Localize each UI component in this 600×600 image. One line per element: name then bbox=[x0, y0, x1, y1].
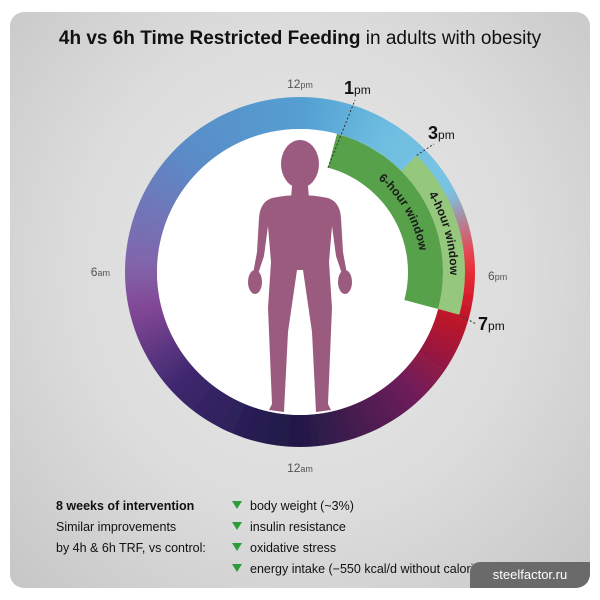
effect-item: insulin resistance bbox=[232, 517, 590, 538]
label-6am: 6am bbox=[91, 265, 110, 279]
effects-list: body weight (~3%) insulin resistance oxi… bbox=[232, 496, 590, 580]
intervention-summary: 8 weeks of intervention Similar improvem… bbox=[56, 496, 256, 559]
infographic-card: 4h vs 6h Time Restricted Feeding in adul… bbox=[10, 12, 590, 588]
marker-line bbox=[416, 143, 435, 156]
marker-1pm: 1pm bbox=[344, 78, 371, 98]
title-rest: in adults with obesity bbox=[360, 28, 542, 49]
label-6pm: 6pm bbox=[488, 269, 507, 283]
summary-line-1: Similar improvements bbox=[56, 520, 177, 534]
page-title: 4h vs 6h Time Restricted Feeding in adul… bbox=[10, 28, 590, 50]
marker-3pm: 3pm bbox=[428, 123, 455, 143]
down-arrow-icon bbox=[232, 564, 242, 572]
marker-lines bbox=[327, 99, 477, 325]
site-footer[interactable]: steelfactor.ru bbox=[470, 562, 590, 588]
marker-line bbox=[459, 314, 477, 325]
label-12pm: 12pm bbox=[287, 77, 313, 91]
human-figure-icon bbox=[248, 140, 352, 412]
clock-face bbox=[157, 129, 443, 415]
down-arrow-icon bbox=[232, 543, 242, 551]
marker-line bbox=[327, 99, 356, 168]
effect-item: oxidative stress bbox=[232, 538, 590, 559]
label-12am: 12am bbox=[287, 461, 313, 475]
window-4h bbox=[401, 155, 465, 315]
down-arrow-icon bbox=[232, 522, 242, 530]
clock-labels: 12pm 6pm 12am 6am bbox=[91, 77, 507, 475]
effect-item: body weight (~3%) bbox=[232, 496, 590, 517]
summary-line-2: by 4h & 6h TRF, vs control: bbox=[56, 541, 206, 555]
down-arrow-icon bbox=[232, 501, 242, 509]
effect-item: energy intake (−550 kcal/d without calor… bbox=[232, 559, 590, 580]
title-bold: 4h vs 6h Time Restricted Feeding bbox=[58, 28, 361, 49]
window-6h bbox=[327, 133, 443, 310]
marker-7pm: 7pm bbox=[478, 314, 505, 334]
summary-heading: 8 weeks of intervention bbox=[56, 499, 195, 513]
